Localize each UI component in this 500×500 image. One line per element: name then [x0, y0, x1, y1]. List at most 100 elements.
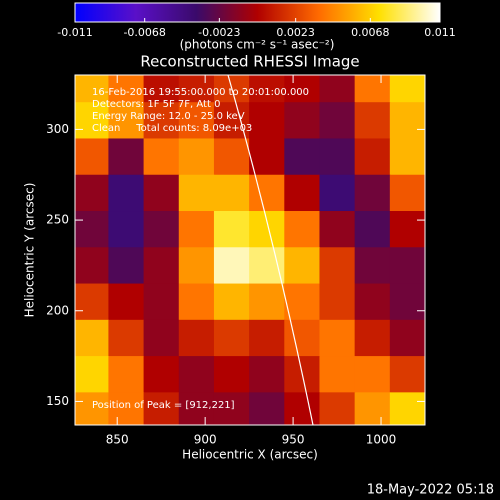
cell [389, 247, 425, 285]
cell [108, 247, 145, 285]
x-axis-label: Heliocentric X (arcsec) [182, 448, 318, 462]
cell [249, 319, 285, 357]
colorbar-label: (photons cm⁻² s⁻¹ asec⁻²) [180, 38, 335, 52]
cell [354, 174, 391, 212]
colorbar-tick-label: -0.0023 [198, 26, 240, 39]
cell [354, 356, 391, 393]
cell [108, 392, 145, 425]
cell [108, 356, 145, 393]
cell [108, 138, 145, 176]
cell [354, 283, 391, 321]
cell [249, 102, 285, 139]
cell [354, 392, 391, 425]
x-tick-label: 900 [194, 433, 217, 447]
cell [319, 138, 356, 176]
cell [354, 75, 391, 103]
cell [75, 247, 109, 285]
colorbar-tick-label: -0.0068 [123, 26, 165, 39]
solar-limb [227, 75, 314, 425]
chart-title: Reconstructed RHESSI Image [140, 53, 359, 71]
cell [178, 138, 215, 176]
cell [284, 319, 320, 357]
cell [319, 102, 356, 139]
cell [284, 392, 320, 425]
cell [108, 283, 145, 321]
cell [213, 211, 250, 248]
cell [249, 283, 285, 321]
cell [213, 319, 250, 357]
cell [389, 211, 425, 248]
cell [75, 392, 109, 425]
cell [108, 75, 145, 103]
cell [249, 75, 285, 103]
cell [319, 319, 356, 357]
cell [75, 102, 109, 139]
cell [213, 138, 250, 176]
annotation: Clean Total counts: 8.09e+03 [92, 123, 252, 134]
cell [143, 75, 180, 103]
y-tick-label: 150 [46, 394, 69, 408]
cell [354, 211, 391, 248]
cell [213, 392, 250, 425]
y-tick-label: 300 [46, 122, 69, 136]
cell [389, 283, 425, 321]
cell [75, 75, 109, 103]
cell [143, 319, 180, 357]
x-tick-label: 1000 [366, 433, 397, 447]
cell [319, 75, 356, 103]
cell [354, 247, 391, 285]
cell [143, 247, 180, 285]
cell [319, 356, 356, 393]
y-tick-label: 200 [46, 303, 69, 317]
cell [284, 138, 320, 176]
cell [75, 174, 109, 212]
cell [178, 319, 215, 357]
peak-label: Position of Peak = [912,221] [92, 400, 235, 411]
cell [319, 247, 356, 285]
cell [178, 356, 215, 393]
cell [143, 102, 180, 139]
cell [75, 319, 109, 357]
footer: 18-May-2022 05:18 [367, 483, 494, 498]
cell [143, 138, 180, 176]
annotation: 16-Feb-2016 19:55:00.000 to 20:01:00.000 [92, 87, 309, 98]
y-tick-label: 250 [46, 213, 69, 227]
colorbar-tick-label: -0.011 [57, 26, 92, 39]
cell [319, 392, 356, 425]
cell [389, 138, 425, 176]
cell [178, 247, 215, 285]
cell [108, 319, 145, 357]
cell [249, 138, 285, 176]
cell [319, 211, 356, 248]
cell [75, 211, 109, 248]
cell [354, 319, 391, 357]
cell [249, 356, 285, 393]
cell [249, 247, 285, 285]
cell [143, 283, 180, 321]
cell [178, 75, 215, 103]
colorbar-tick-label: 0.0068 [351, 26, 390, 39]
cell [108, 211, 145, 248]
cell [213, 356, 250, 393]
cell [75, 283, 109, 321]
cell [143, 174, 180, 212]
colorbar-tick-label: 0.0023 [276, 26, 315, 39]
cell [75, 356, 109, 393]
annotation: Energy Range: 12.0 - 25.0 keV [92, 111, 245, 122]
cell [284, 174, 320, 212]
cell [284, 283, 320, 321]
cell [108, 102, 145, 139]
cell [178, 392, 215, 425]
cell [389, 356, 425, 393]
x-tick-label: 950 [282, 433, 305, 447]
cell [389, 75, 425, 103]
cell [213, 174, 250, 212]
cell [284, 75, 320, 103]
cell [354, 138, 391, 176]
cell [75, 138, 109, 176]
cell [249, 174, 285, 212]
cell [284, 211, 320, 248]
cell [108, 174, 145, 212]
cell [319, 174, 356, 212]
